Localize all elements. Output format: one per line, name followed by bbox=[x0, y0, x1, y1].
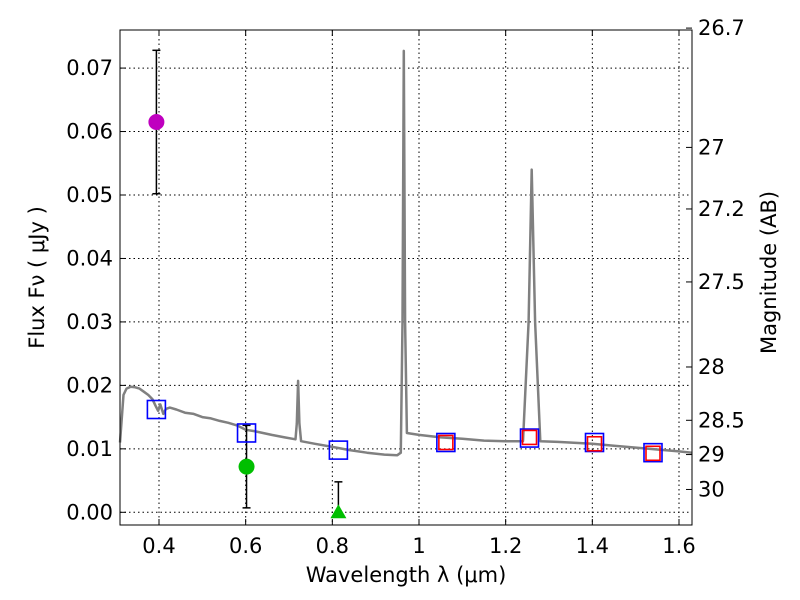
data-point bbox=[148, 114, 165, 131]
y2-tick-label: 28.5 bbox=[698, 408, 745, 432]
y2-tick-label: 27 bbox=[698, 135, 725, 159]
grid-layer bbox=[120, 30, 692, 525]
y-tick-label: 0.06 bbox=[66, 120, 113, 144]
photometry-point bbox=[586, 435, 603, 452]
y-tick-label: 0.00 bbox=[66, 500, 113, 524]
photometry-point bbox=[643, 442, 663, 463]
upper-limit-point bbox=[330, 504, 347, 519]
y-tick-label: 0.07 bbox=[66, 56, 113, 80]
photometry-point bbox=[519, 428, 540, 448]
marker-layer bbox=[146, 49, 663, 519]
y2-tick-label: 28 bbox=[698, 355, 725, 379]
y-tick-label: 0.01 bbox=[66, 437, 113, 461]
photometry-point bbox=[328, 440, 349, 460]
photometry-point bbox=[645, 445, 661, 462]
tick-layer: 0.4 0.6 0.8 1 1.2 1.4 1.6 0.00 0.01 0.02 0.03 0.04 0… bbox=[66, 16, 745, 558]
x-tick-label: 1.6 bbox=[662, 534, 695, 558]
x-tick-label: 0.8 bbox=[316, 534, 349, 558]
y-tick-label: 0.05 bbox=[66, 183, 113, 207]
y2-tick-label: 30 bbox=[698, 477, 725, 501]
x-tick-label: 1.2 bbox=[489, 534, 522, 558]
y-axis-title: Flux Fν ( μJy ) bbox=[25, 206, 49, 349]
y2-tick-label: 27.5 bbox=[698, 270, 745, 294]
y-tick-label: 0.02 bbox=[66, 373, 113, 397]
model-spectrum-line bbox=[118, 49, 693, 457]
x-tick-label: 0.4 bbox=[142, 534, 175, 558]
photometry-point bbox=[521, 429, 538, 446]
photometry-point bbox=[146, 399, 167, 420]
y-tick-label: 0.04 bbox=[66, 246, 113, 270]
y2-tick-label: 26.7 bbox=[698, 16, 745, 40]
x-tick-label: 1.4 bbox=[576, 534, 609, 558]
plot-frame bbox=[119, 29, 693, 526]
y2-axis-title: Magnitude (AB) bbox=[757, 191, 781, 354]
photometry-point bbox=[436, 432, 456, 453]
data-point bbox=[238, 458, 255, 475]
y2-tick-label: 27.2 bbox=[698, 197, 745, 221]
y-tick-label: 0.03 bbox=[66, 310, 113, 334]
x-axis-title: Wavelength λ (μm) bbox=[306, 563, 507, 587]
x-tick-label: 1 bbox=[412, 534, 425, 558]
x-tick-label: 0.6 bbox=[229, 534, 262, 558]
y2-tick-label: 29 bbox=[698, 443, 725, 467]
photometry-point bbox=[236, 423, 257, 443]
spectrum-layer bbox=[118, 49, 693, 457]
photometry-point bbox=[438, 434, 454, 451]
